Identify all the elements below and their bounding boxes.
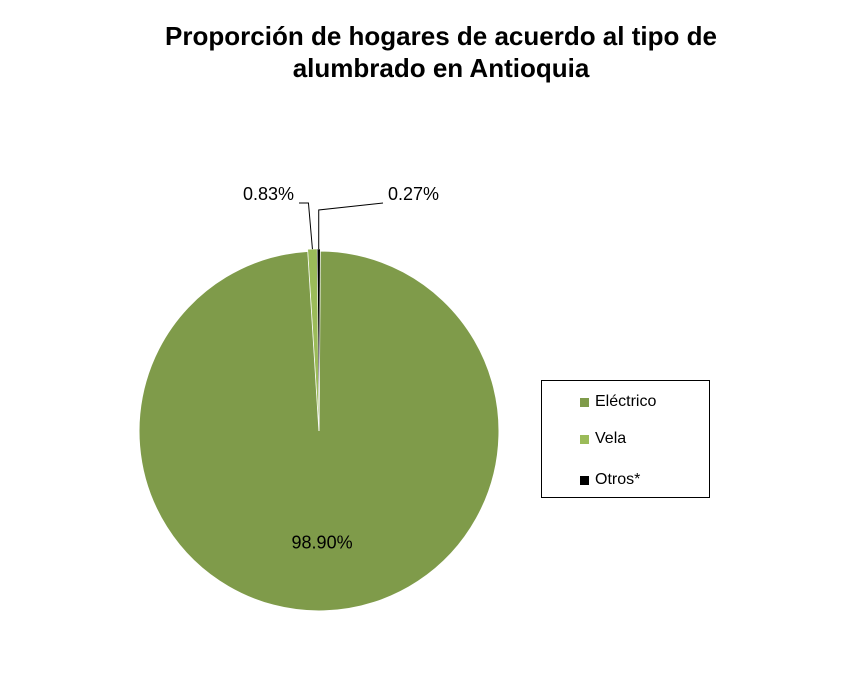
legend-label-otros: Otros* xyxy=(595,471,641,488)
legend-label-vela: Vela xyxy=(595,430,627,447)
chart-title-line-2: alumbrado en Antioquia xyxy=(292,53,590,83)
legend-swatch-otros xyxy=(580,475,589,485)
chart-title: Proporción de hogares de acuerdo al tipo… xyxy=(100,20,782,84)
leader-line-otros xyxy=(318,202,384,250)
legend-swatch-electrico xyxy=(580,397,589,407)
pie-slice-electrico xyxy=(138,250,500,612)
legend: Eléctrico Vela Otros* xyxy=(541,380,710,498)
legend-item-otros: Otros* xyxy=(580,470,640,490)
legend-label-electrico: Eléctrico xyxy=(595,393,657,410)
pie-slices xyxy=(138,248,500,612)
data-label-vela: 0.83% xyxy=(243,184,294,204)
legend-item-vela: Vela xyxy=(580,429,626,449)
legend-swatch-vela xyxy=(580,434,589,444)
chart-title-line-1: Proporción de hogares de acuerdo al tipo… xyxy=(165,21,717,51)
data-label-electrico: 98.90% xyxy=(292,533,353,553)
legend-item-electrico: Eléctrico xyxy=(580,392,656,412)
data-label-otros: 0.27% xyxy=(388,184,439,204)
leader-line-vela xyxy=(299,202,313,250)
leader-lines xyxy=(299,202,384,250)
data-labels: 98.90% 0.83% 0.27% xyxy=(243,184,439,553)
